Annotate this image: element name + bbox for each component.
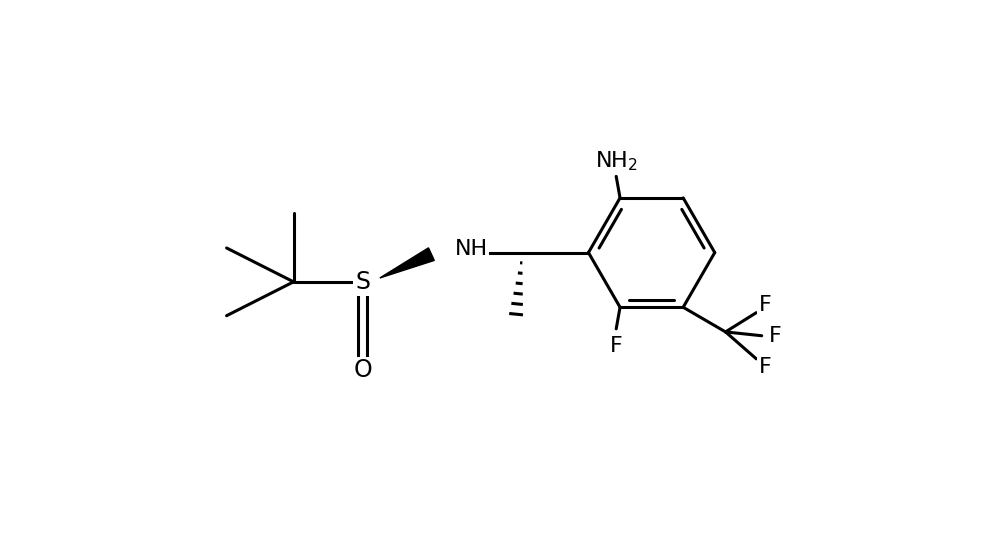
Text: F: F [758, 295, 771, 315]
Polygon shape [379, 248, 434, 278]
Text: F: F [758, 357, 771, 376]
Text: O: O [353, 358, 372, 383]
Text: NH: NH [454, 238, 487, 259]
Text: F: F [768, 326, 781, 346]
Text: NH$_2$: NH$_2$ [594, 149, 637, 173]
Text: F: F [609, 336, 622, 355]
Text: S: S [355, 270, 370, 294]
